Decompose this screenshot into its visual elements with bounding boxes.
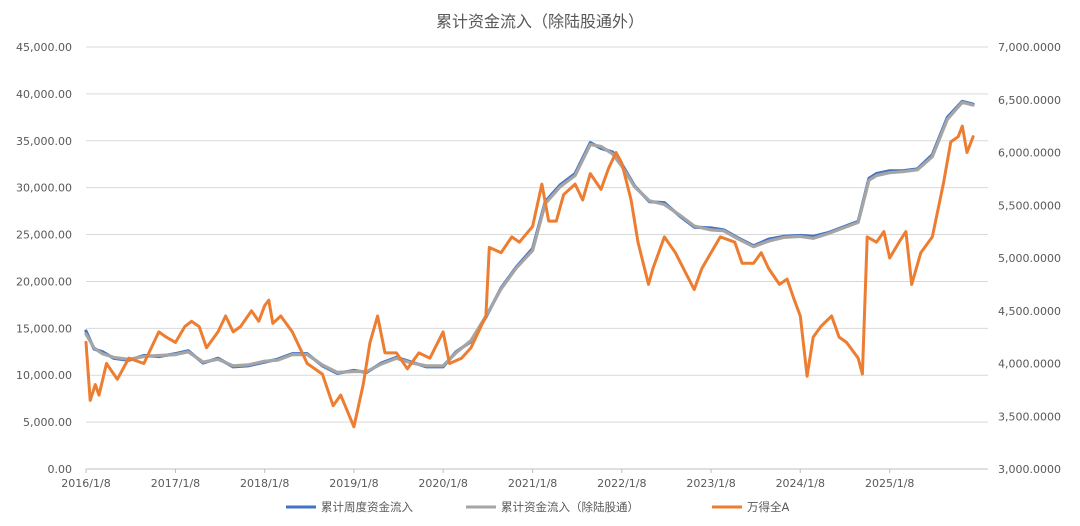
- y-left-tick-label: 15,000.00: [16, 322, 72, 335]
- x-tick-label: 2019/1/8: [329, 477, 378, 490]
- y-right-tick-label: 7,000.0000: [998, 41, 1061, 54]
- grid-layer: [86, 46, 988, 470]
- x-tick-label: 2017/1/8: [151, 477, 200, 490]
- legend: 累计周度资金流入 累计资金流入（除陆股通） 万得全A: [286, 500, 789, 514]
- y-left-tick-label: 0.00: [48, 463, 73, 476]
- chart-title: 累计资金流入（除陆股通外）: [436, 12, 644, 31]
- y-left-tick-label: 45,000.00: [16, 41, 72, 54]
- y-left-tick-label: 40,000.00: [16, 88, 72, 101]
- x-tick-label: 2021/1/8: [508, 477, 557, 490]
- y-right-tick-label: 3,000.0000: [998, 463, 1061, 476]
- y-right-tick-label: 4,000.0000: [998, 358, 1061, 371]
- y-left-tick-label: 35,000.00: [16, 135, 72, 148]
- y-left-tick-label: 5,000.00: [23, 416, 72, 429]
- y-right-tick-label: 5,500.0000: [998, 199, 1061, 212]
- wind-all-a-line: [84, 124, 975, 429]
- series-layer: [84, 99, 975, 429]
- y-right-tick-label: 4,500.0000: [998, 305, 1061, 318]
- axis-layer: 0.00 5,000.00 10,000.00 15,000.00 20,000.00 2…: [16, 41, 1061, 490]
- y-right-tick-label: 6,000.0000: [998, 147, 1061, 160]
- y-right-tick-label: 6,500.0000: [998, 94, 1061, 107]
- x-tick-label: 2020/1/8: [418, 477, 467, 490]
- x-tick-label: 2025/1/8: [865, 477, 914, 490]
- legend-label: 累计周度资金流入: [321, 500, 413, 514]
- x-tick-label: 2023/1/8: [686, 477, 735, 490]
- y-left-tick-label: 30,000.00: [16, 182, 72, 195]
- x-tick-label: 2016/1/8: [61, 477, 110, 490]
- x-tick-label: 2024/1/8: [776, 477, 825, 490]
- y-left-tick-label: 20,000.00: [16, 275, 72, 288]
- legend-label: 万得全A: [747, 500, 789, 514]
- y-left-tick-label: 25,000.00: [16, 229, 72, 242]
- y-left-tick-label: 10,000.00: [16, 369, 72, 382]
- x-tick-label: 2018/1/8: [240, 477, 289, 490]
- y-right-tick-label: 3,500.0000: [998, 410, 1061, 423]
- x-tick-label: 2022/1/8: [597, 477, 646, 490]
- y-right-tick-label: 5,000.0000: [998, 252, 1061, 265]
- legend-label: 累计资金流入（除陆股通）: [501, 500, 639, 514]
- cumulative-flow-ex-connect-line: [84, 100, 975, 374]
